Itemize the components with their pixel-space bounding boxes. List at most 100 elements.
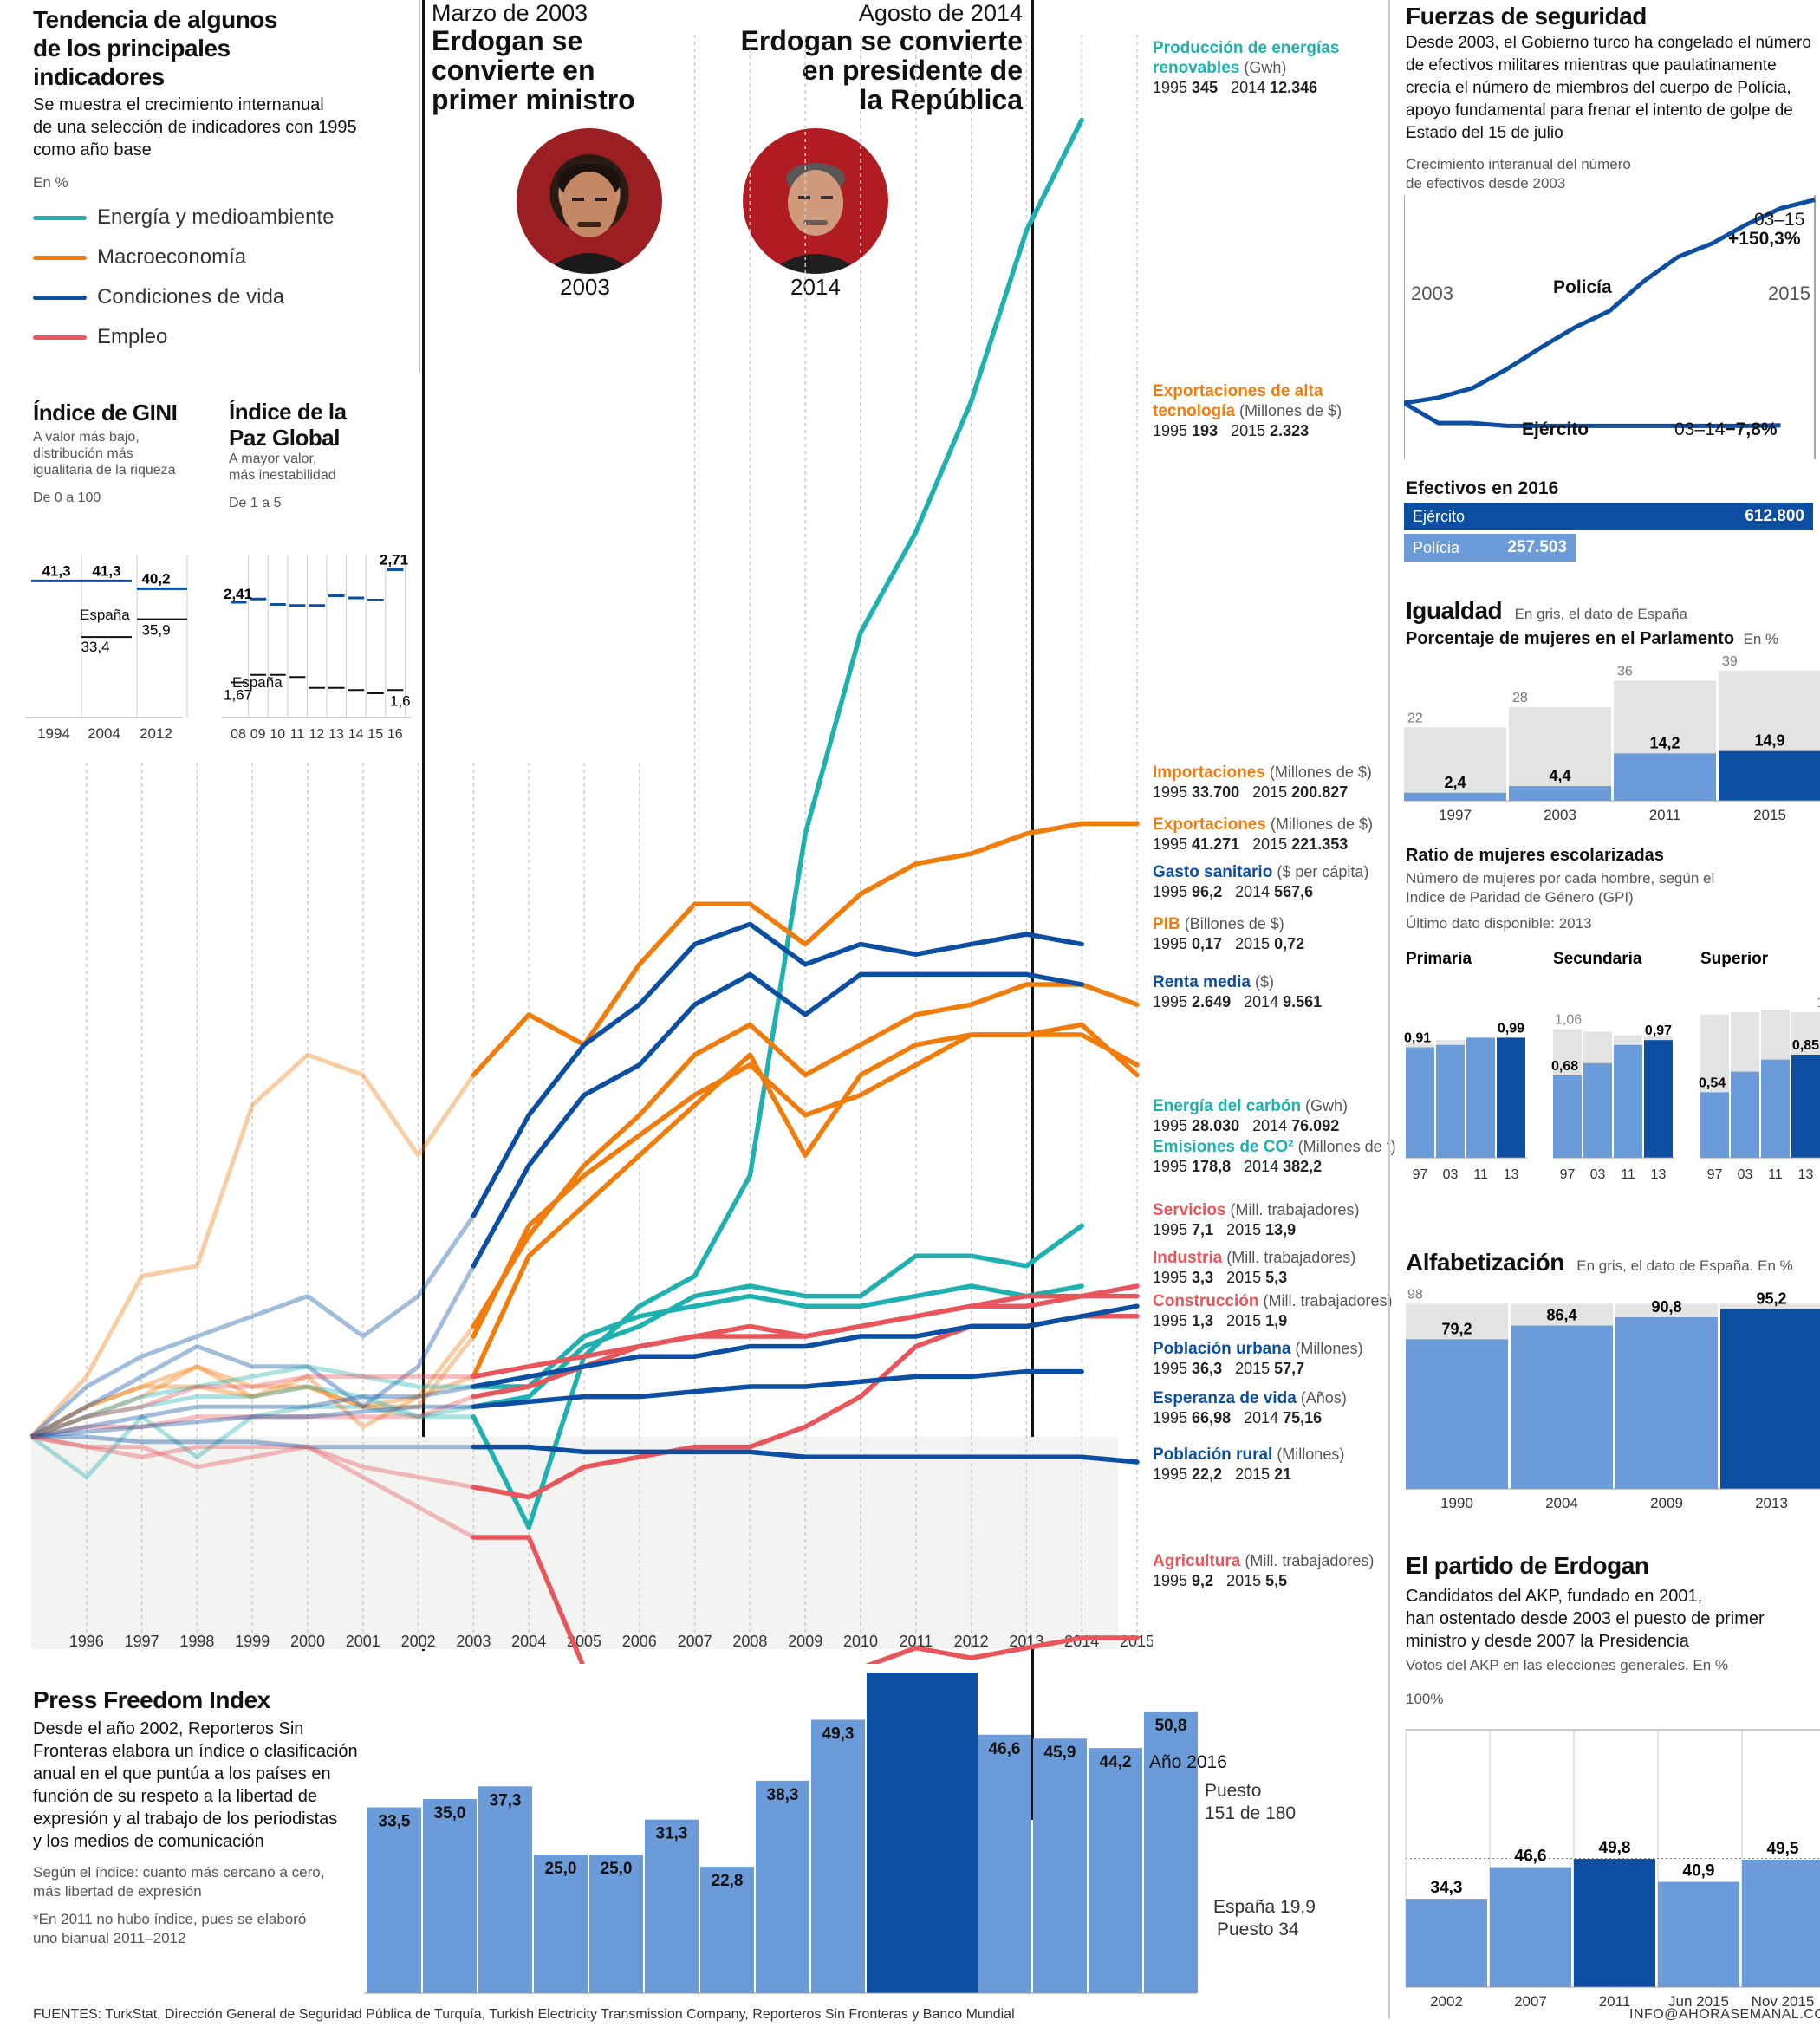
series-line <box>471 921 1084 1218</box>
series-value-part: 5,5 <box>1265 1572 1288 1589</box>
series-value-part: 2014 <box>1231 1409 1284 1426</box>
series-line-faded <box>29 1052 476 1439</box>
series-values: 1995 345 2014 12.346 <box>1153 78 1378 97</box>
series-value-part: 2014 <box>1231 993 1284 1010</box>
press-bar <box>423 1799 477 1993</box>
series-unit: (Millones de $) <box>1264 763 1372 781</box>
press-desc-line: anual en el que puntúa a los países en <box>33 1764 331 1783</box>
main-title-line: Tendencia de algunos <box>33 6 277 33</box>
press-bar <box>1144 1711 1198 1993</box>
series-values: 1995 66,98 2014 75,16 <box>1153 1408 1347 1427</box>
alfa-note: En gris, el dato de España. En % <box>1576 1257 1793 1274</box>
main-subtitle-line: como año base <box>33 140 152 159</box>
press-bar <box>978 1734 1031 1993</box>
x-tick-label: Jun 2015 <box>1668 1993 1729 2010</box>
efectivos-policia-value: 257.503 <box>1507 538 1567 556</box>
x-tick-label: 13 <box>1651 1167 1667 1182</box>
y-top-label: 100% <box>1406 1691 1443 1707</box>
press-desc-line: función de su respeto a la libertad de <box>33 1787 317 1806</box>
series-line <box>471 117 1084 1530</box>
alfa-head: Alfabetización En gris, el dato de Españ… <box>1406 1248 1793 1277</box>
gini-label: 41,3 <box>92 562 120 579</box>
series-value-part: 1995 <box>1153 1312 1193 1329</box>
ejercito-line <box>1404 400 1781 428</box>
peace-desc: más inestabilidad <box>229 468 336 483</box>
akp-bar <box>1658 1881 1739 1987</box>
series-name: Población rural <box>1153 1446 1273 1464</box>
series-value-part: 2.323 <box>1270 422 1310 439</box>
series-value-part: 2015 <box>1222 1360 1275 1377</box>
series-line-faded <box>30 1364 474 1439</box>
legend-label: Condiciones de vida <box>97 285 285 309</box>
main-subtitle-line: Se muestra el crecimiento internanual <box>33 95 324 114</box>
x-tick-label: 13 <box>1798 1167 1814 1182</box>
series-line-faded <box>30 1335 476 1439</box>
series-label: PIB (Billones de $) 1995 0,17 2015 0,72 <box>1153 914 1304 953</box>
right-divider <box>1388 0 1390 2019</box>
gini-block: Índice de GINI A valor más bajo, distrib… <box>33 399 232 508</box>
press-bar <box>645 1819 699 1993</box>
igualdad-sub-unit: En % <box>1743 631 1779 647</box>
series-value-part: 1995 <box>1153 993 1193 1010</box>
series-line <box>471 1283 1084 1389</box>
x-tick-label: 2006 <box>622 1633 657 1650</box>
x-tick-label: 1997 <box>1439 807 1472 823</box>
value-label: 46,6 <box>1515 1848 1547 1866</box>
legend-swatch <box>33 335 87 340</box>
main-chart: 1996 1997 1998 1999 2000 2001 2002 2003 2004 2005… <box>29 35 1153 1664</box>
x-tick-label: 2010 <box>843 1633 878 1650</box>
series-line-faded <box>30 1384 474 1439</box>
series-values: 1995 28.030 2014 76.092 <box>1153 1116 1348 1135</box>
x-tick-label: 1997 <box>125 1633 159 1650</box>
series-label: Industria (Mill. trabajadores) 1995 3,3 2… <box>1153 1248 1355 1287</box>
series-label: Exportaciones (Millones de $) 1995 41.271… <box>1153 815 1373 854</box>
gini-chart: 41,3 41,3 40,2 33,4 35,9 1994 2004 2012 <box>26 555 188 742</box>
partido-desc-line: han ostentado desde 2003 el puesto de pr… <box>1406 1609 1765 1628</box>
x-tick-label: 12 <box>309 727 325 742</box>
turkey-bar <box>1497 1037 1525 1158</box>
series-value-part: 2015 <box>1222 1465 1275 1483</box>
event-headline: Erdogan se <box>432 25 583 56</box>
value-label: 95,2 <box>1756 1290 1786 1307</box>
series-unit: (Mill. trabajadores) <box>1240 1552 1375 1569</box>
series-value-part: 1995 <box>1153 1465 1193 1483</box>
value-label: 34,3 <box>1431 1879 1463 1897</box>
series-name: Servicios <box>1153 1201 1226 1219</box>
series-value-part: 1995 <box>1153 1158 1193 1175</box>
x-tick-label: 2004 <box>88 725 120 742</box>
spain-label: 98 <box>1407 1287 1423 1302</box>
ratio-block: Ratio de mujeres escolarizadas Número de… <box>1406 846 1813 933</box>
press-puesto-line: Puesto <box>1205 1781 1262 1801</box>
series-values: 1995 36,3 2015 57,7 <box>1153 1359 1362 1378</box>
press-year2016: Año 2016 <box>1149 1752 1227 1772</box>
main-legend: Energía y medioambiente Macroeconomía Co… <box>33 205 335 350</box>
series-unit: (Millones de t) <box>1293 1138 1396 1155</box>
press-bar-label: 31,3 <box>656 1825 688 1843</box>
press-note: Según el índice: cuanto más cercano a ce… <box>33 1863 380 1901</box>
event-date: Agosto de 2014 <box>858 0 1023 26</box>
series-value-part: 9,2 <box>1192 1572 1214 1589</box>
peace-desc: A mayor valor, <box>229 452 317 466</box>
series-value-part: 1995 <box>1153 1360 1193 1377</box>
series-name: Industria <box>1153 1249 1223 1267</box>
gini-label: 41,3 <box>42 562 70 579</box>
x-tick-label: 2008 <box>732 1633 767 1650</box>
security-ejercito-label: Ejército <box>1522 419 1589 439</box>
series-value-part: 2015 <box>1239 835 1292 853</box>
value-label: 0,68 <box>1551 1059 1578 1074</box>
value-label: 0,97 <box>1645 1023 1672 1038</box>
series-value-part: 1995 <box>1153 935 1193 952</box>
series-name: Exportaciones <box>1153 815 1266 834</box>
series-value-part: 1995 <box>1153 883 1193 900</box>
x-tick-label: 97 <box>1707 1167 1723 1182</box>
series-value-part: 2.649 <box>1192 993 1232 1010</box>
press-footnote: *En 2011 no hubo índice, pues se elaboró… <box>33 1910 380 1948</box>
partido-desc-line: Candidatos del AKP, fundado en 2001, <box>1406 1587 1703 1606</box>
turkey-bar <box>1731 1071 1759 1158</box>
alfa-title: Alfabetización <box>1406 1249 1564 1276</box>
series-unit: ($) <box>1250 973 1274 991</box>
parlamento-chart: 22 2,4 1997 28 4,4 2003 36 14,2 2011 39 14,9 2015 <box>1404 654 1820 823</box>
series-value-part: 3,3 <box>1192 1269 1214 1286</box>
peace-block: Índice de la Paz Global A mayor valor, m… <box>229 399 402 513</box>
series-value-part: 5,3 <box>1265 1269 1288 1286</box>
